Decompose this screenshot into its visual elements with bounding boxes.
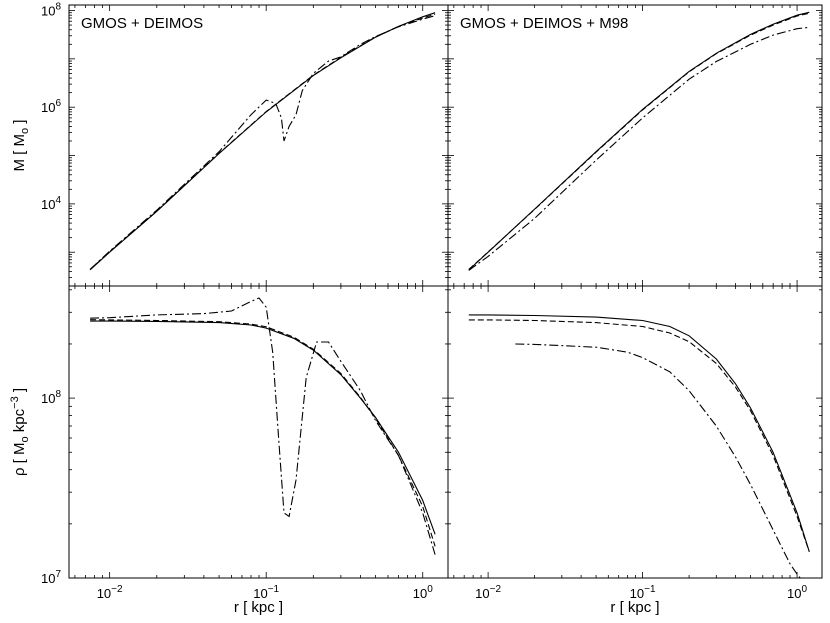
panel-bottom-left: 10−2 10−1 100 107 108 r [ kpc ] ρ [ Mo kpc−3 ] <box>9 285 449 616</box>
series-line-solid <box>89 12 436 271</box>
y-tick-label: 106 <box>41 98 61 115</box>
series-line-dashdot <box>468 26 810 271</box>
tick-marks <box>448 5 822 287</box>
y-tick-label: 104 <box>41 195 61 212</box>
y-axis-label: M [ Mo ] <box>11 120 31 172</box>
panel-bottom-right: 10−2 10−1 100 r [ kpc ] <box>447 285 823 616</box>
plot-frame <box>68 285 449 579</box>
x-tick-label: 100 <box>413 584 433 601</box>
series-line-dashdot <box>515 343 801 578</box>
tick-marks <box>69 5 448 287</box>
plot-frame <box>447 4 823 287</box>
series-line-solid <box>90 320 436 535</box>
series-line-dashdot <box>90 297 436 555</box>
panel-title: GMOS + DEIMOS <box>81 15 203 32</box>
series-line-dashdot <box>89 15 436 270</box>
x-tick-label: 10−2 <box>97 584 123 601</box>
panel-title: GMOS + DEIMOS + M98 <box>460 15 628 32</box>
series-line-solid <box>468 314 810 552</box>
plot-frame <box>447 285 823 579</box>
series-line-dashed <box>90 319 436 547</box>
x-tick-label: 10−1 <box>630 584 656 601</box>
series-line-dashed <box>89 13 436 270</box>
y-tick-label: 107 <box>41 569 61 586</box>
x-axis-label: r [ kpc ] <box>610 599 659 616</box>
x-tick-label: 10−1 <box>253 584 279 601</box>
y-axis-label: ρ [ Mo kpc−3 ] <box>9 388 31 476</box>
tick-marks <box>448 286 822 579</box>
tick-marks <box>69 286 448 579</box>
x-axis-label: r [ kpc ] <box>234 599 283 616</box>
series-line-solid <box>468 11 810 271</box>
x-tick-label: 10−2 <box>475 584 501 601</box>
panel-top-left: 104 106 108 GMOS + DEIMOS M [ Mo ] <box>11 2 449 287</box>
x-tick-label: 100 <box>787 584 807 601</box>
y-tick-label: 108 <box>41 2 61 19</box>
series-line-dashed <box>468 12 810 270</box>
plot-frame <box>68 4 449 287</box>
y-tick-label: 108 <box>41 389 61 406</box>
panel-top-right: GMOS + DEIMOS + M98 <box>447 4 823 287</box>
series-line-dashed <box>468 319 810 552</box>
